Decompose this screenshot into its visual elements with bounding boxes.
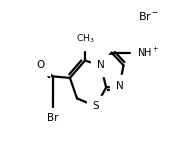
Text: N: N (97, 60, 105, 70)
Text: NH$^+$: NH$^+$ (137, 46, 160, 59)
Text: Br: Br (47, 113, 58, 123)
Text: N: N (116, 81, 123, 91)
Text: O: O (37, 59, 45, 69)
Text: $\mathregular{CH_3}$: $\mathregular{CH_3}$ (76, 32, 94, 45)
Text: S: S (93, 101, 99, 111)
Text: Br$^-$: Br$^-$ (138, 10, 160, 22)
